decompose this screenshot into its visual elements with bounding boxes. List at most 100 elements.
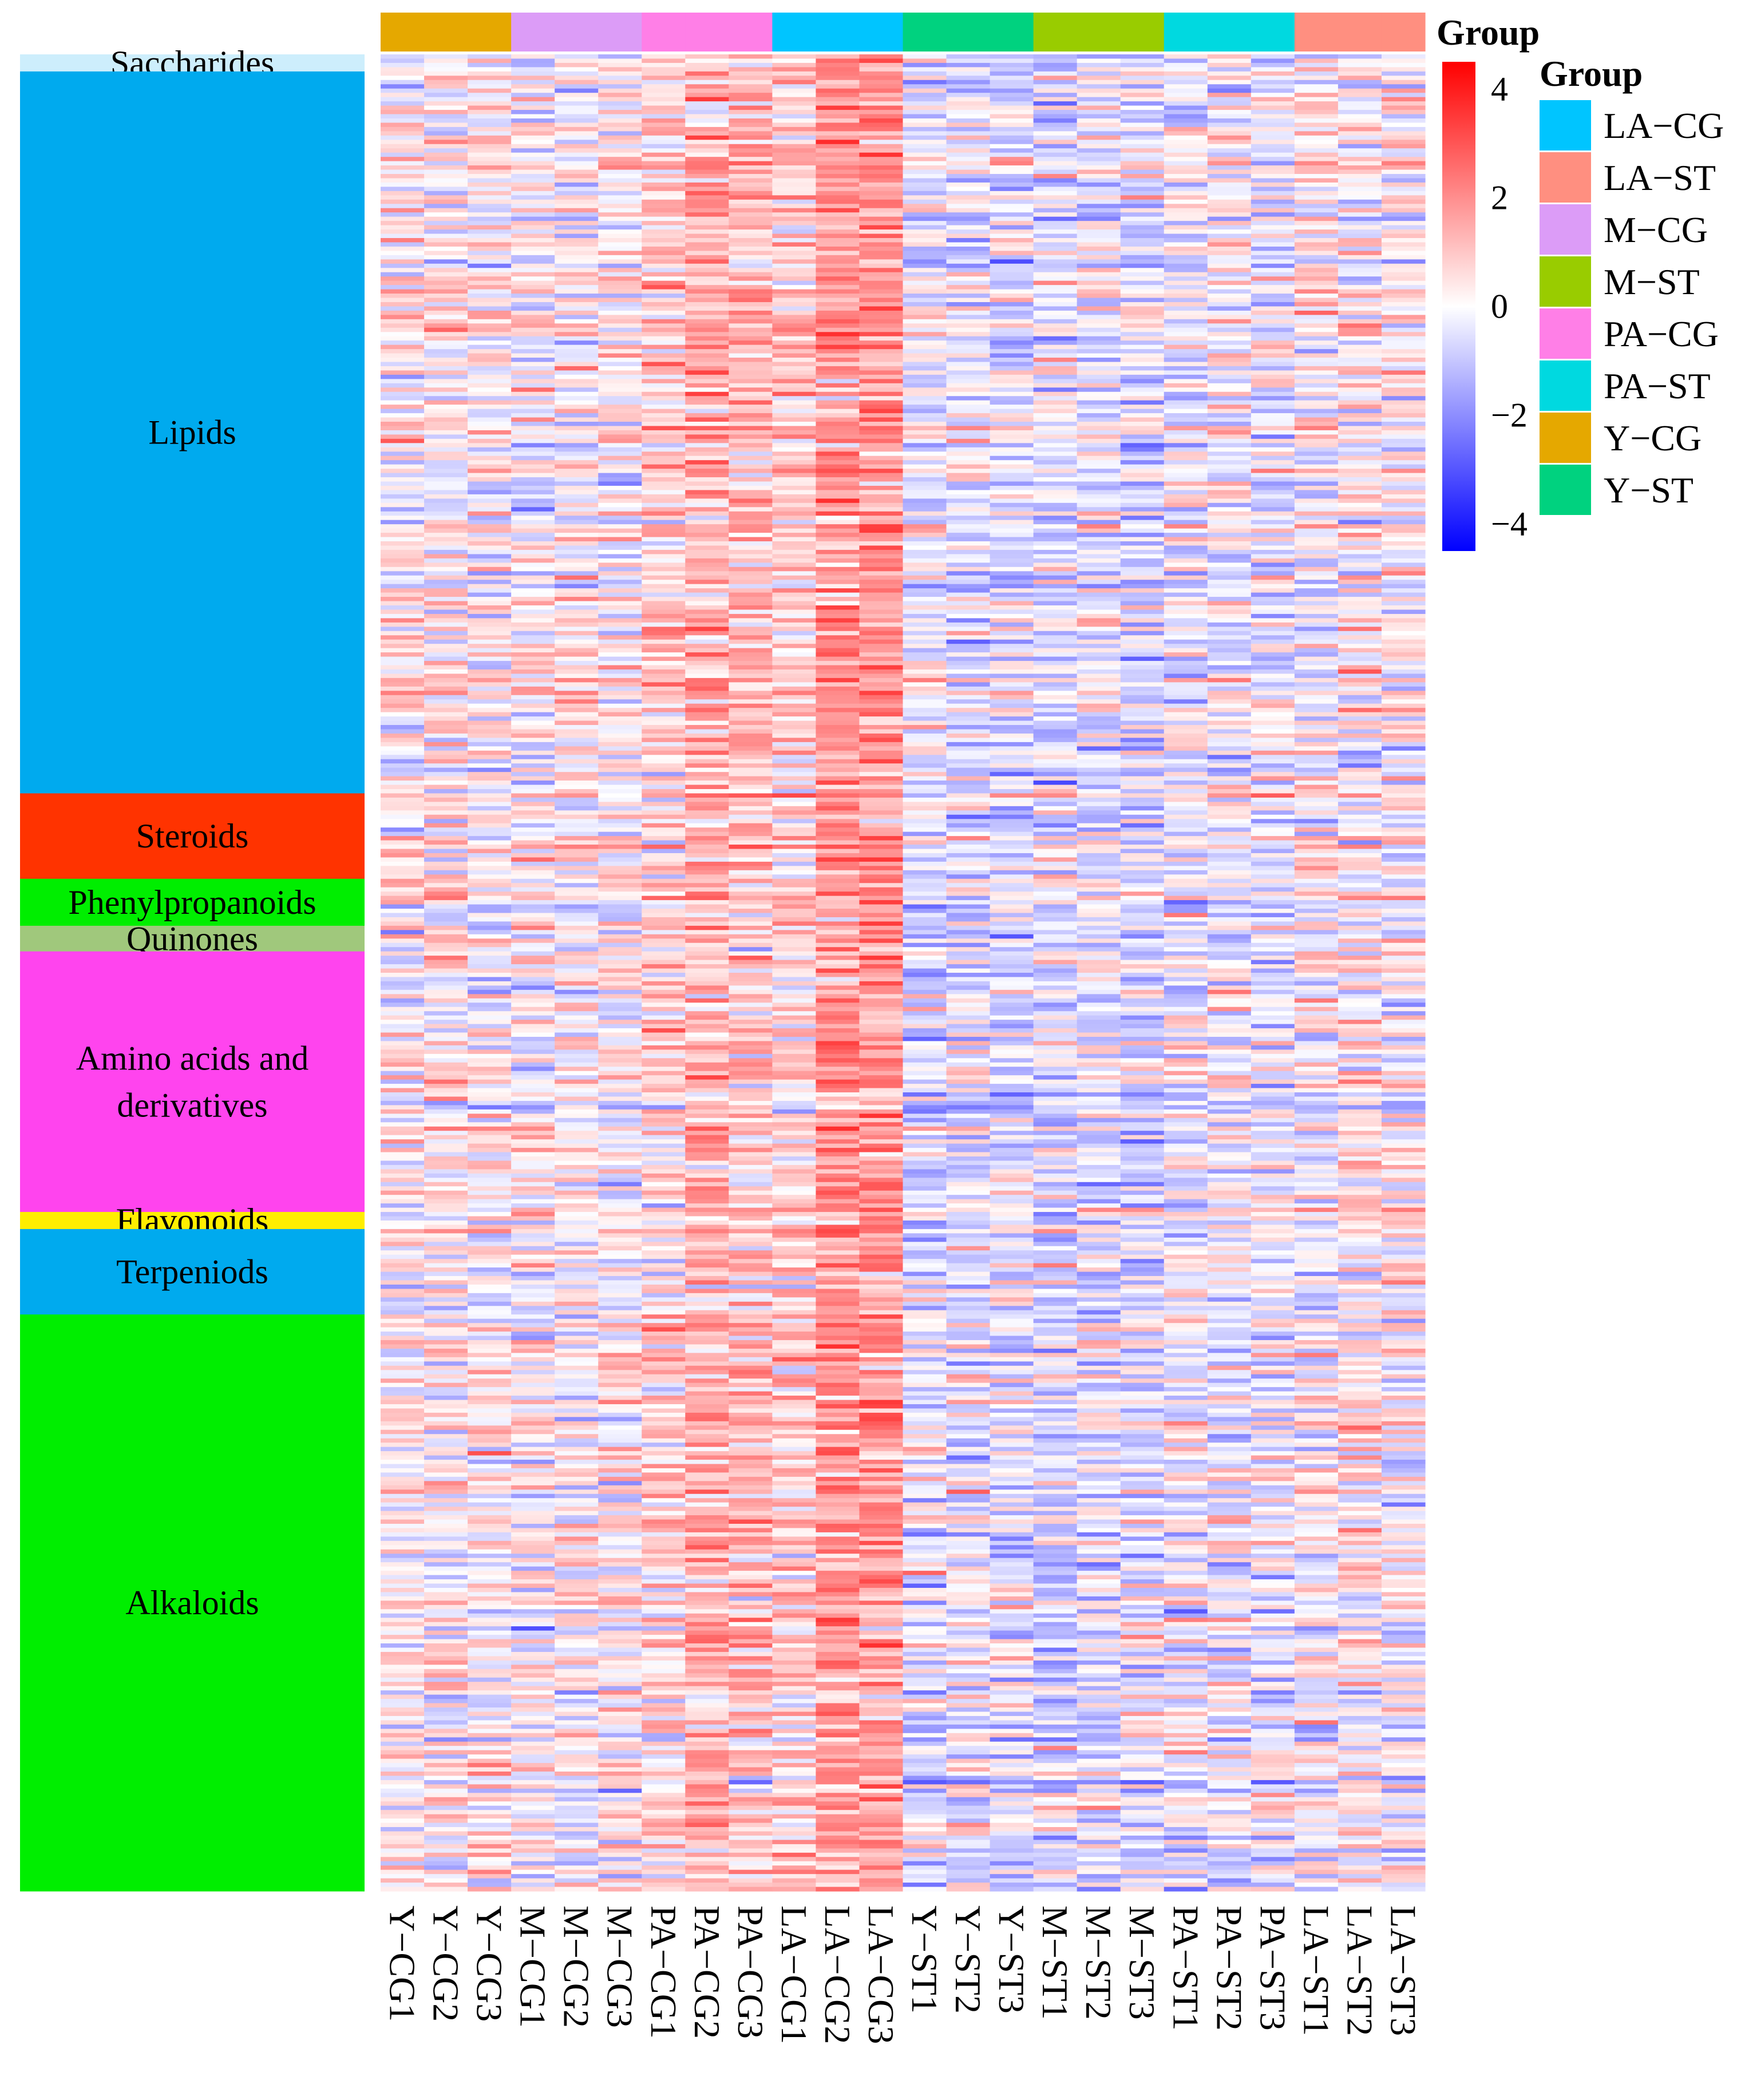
heatmap-cell	[1077, 118, 1121, 124]
heatmap-cell	[598, 695, 642, 700]
heatmap-cell	[1338, 887, 1382, 892]
heatmap-cell	[685, 870, 729, 875]
heatmap-cell	[772, 451, 817, 457]
heatmap-cell	[1207, 806, 1252, 811]
heatmap-cell	[729, 443, 773, 448]
heatmap-cell	[424, 802, 468, 807]
heatmap-cell	[990, 148, 1034, 153]
heatmap-cell	[511, 874, 555, 879]
heatmap-cell	[859, 409, 904, 414]
heatmap-cell	[685, 896, 729, 901]
heatmap-cell	[1338, 229, 1382, 235]
heatmap-cell	[511, 613, 555, 619]
heatmap-cell	[859, 802, 904, 807]
heatmap-cell	[424, 549, 468, 555]
heatmap-cell	[1207, 238, 1252, 243]
heatmap-cell	[1338, 58, 1382, 64]
heatmap-cell	[990, 140, 1034, 145]
heatmap-cell	[1164, 746, 1208, 751]
heatmap-cell	[946, 733, 991, 739]
heatmap-cell	[859, 126, 904, 132]
heatmap-cell	[685, 178, 729, 183]
heatmap-cell	[1338, 473, 1382, 478]
heatmap-cell	[1381, 780, 1426, 786]
heatmap-cell	[1033, 422, 1078, 427]
heatmap-cell	[468, 353, 512, 358]
heatmap-cell	[1033, 925, 1078, 930]
heatmap-cell	[1077, 814, 1121, 819]
heatmap-cell	[946, 755, 991, 760]
heatmap-cell	[1338, 344, 1382, 350]
heatmap-cell	[468, 306, 512, 311]
heatmap-cell	[1120, 242, 1165, 247]
heatmap-cell	[772, 502, 817, 508]
heatmap-cell	[685, 438, 729, 443]
heatmap-cell	[1251, 819, 1295, 824]
heatmap-cell	[1381, 383, 1426, 388]
heatmap-cell	[1338, 742, 1382, 747]
heatmap-cell	[598, 925, 642, 930]
heatmap-cell	[729, 323, 773, 328]
heatmap-cell	[424, 387, 468, 393]
heatmap-cell	[1033, 797, 1078, 802]
heatmap-cell	[642, 733, 686, 739]
heatmap-cell	[729, 358, 773, 363]
heatmap-cell	[1251, 447, 1295, 452]
heatmap-cell	[990, 845, 1034, 850]
heatmap-cell	[1120, 746, 1165, 751]
heatmap-cell	[1120, 755, 1165, 760]
heatmap-cell	[1381, 601, 1426, 606]
heatmap-cell	[1120, 597, 1165, 602]
heatmap-cell	[903, 533, 947, 538]
heatmap-cell	[555, 490, 599, 495]
heatmap-cell	[1077, 874, 1121, 879]
heatmap-cell	[381, 644, 425, 649]
heatmap-cell	[946, 665, 991, 670]
heatmap-cell	[1077, 370, 1121, 375]
heatmap-cell	[1120, 584, 1165, 589]
heatmap-cell	[1251, 251, 1295, 256]
heatmap-cell	[1381, 562, 1426, 568]
heatmap-cell	[1077, 191, 1121, 196]
heatmap-cell	[903, 455, 947, 461]
heatmap-cell	[468, 434, 512, 439]
heatmap-cell	[424, 622, 468, 627]
heatmap-cell	[1164, 135, 1208, 140]
heatmap-cell	[1381, 259, 1426, 264]
heatmap-cell	[1120, 789, 1165, 794]
heatmap-cell	[1164, 251, 1208, 256]
heatmap-cell	[381, 575, 425, 580]
heatmap-cell	[424, 652, 468, 657]
heatmap-cell	[555, 114, 599, 119]
heatmap-cell	[598, 400, 642, 405]
heatmap-cell	[1033, 336, 1078, 341]
heatmap-cell	[1164, 802, 1208, 807]
heatmap-cell	[729, 191, 773, 196]
heatmap-cell	[1033, 537, 1078, 542]
heatmap-cell	[859, 541, 904, 546]
heatmap-cell	[903, 755, 947, 760]
heatmap-cell	[381, 438, 425, 443]
heatmap-cell	[1338, 925, 1382, 930]
heatmap-cell	[468, 507, 512, 512]
heatmap-cell	[685, 648, 729, 653]
heatmap-cell	[1033, 62, 1078, 68]
heatmap-cell	[555, 904, 599, 909]
heatmap-cell	[903, 921, 947, 926]
heatmap-cell	[468, 340, 512, 346]
heatmap-cell	[1207, 840, 1252, 845]
heatmap-cell	[381, 498, 425, 504]
heatmap-cell	[468, 310, 512, 315]
heatmap-cell	[946, 840, 991, 845]
heatmap-cell	[511, 537, 555, 542]
heatmap-cell	[772, 588, 817, 593]
heatmap-cell	[1207, 251, 1252, 256]
heatmap-cell	[859, 374, 904, 379]
heatmap-cell	[1294, 122, 1339, 128]
heatmap-cell	[1120, 592, 1165, 597]
heatmap-cell	[598, 455, 642, 461]
heatmap-cell	[511, 216, 555, 221]
heatmap-cell	[772, 738, 817, 743]
heatmap-cell	[685, 746, 729, 751]
heatmap-cell	[990, 182, 1034, 188]
